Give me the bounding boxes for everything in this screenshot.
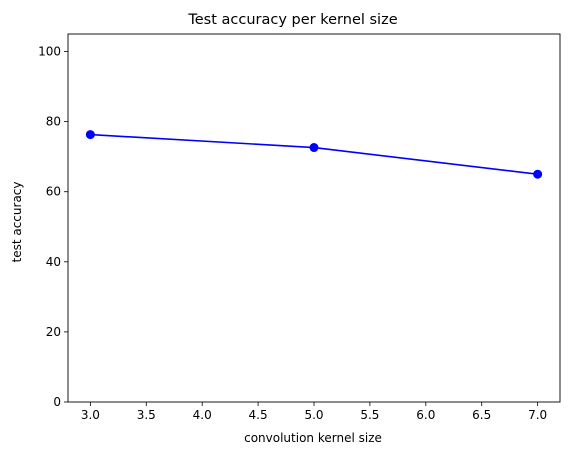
- data-point: [85, 130, 95, 140]
- x-tick-label: 4.0: [193, 408, 212, 422]
- y-tick-label: 80: [46, 115, 61, 129]
- y-tick-label: 0: [53, 395, 61, 409]
- x-tick-label: 7.0: [528, 408, 547, 422]
- x-tick-label: 3.0: [81, 408, 100, 422]
- x-tick-label: 6.0: [416, 408, 435, 422]
- y-tick-label: 100: [38, 45, 61, 59]
- x-tick-label: 6.5: [472, 408, 491, 422]
- data-point: [309, 143, 319, 153]
- x-tick-label: 4.5: [249, 408, 268, 422]
- data-point: [533, 169, 543, 179]
- x-tick-label: 5.5: [360, 408, 379, 422]
- chart-title: Test accuracy per kernel size: [187, 12, 397, 28]
- y-tick-label: 20: [46, 325, 61, 339]
- plot-frame: [67, 33, 561, 403]
- x-axis-title: convolution kernel size: [244, 431, 382, 445]
- axes: 3.0 3.5 4.0 4.5 5.0 5.5 6.0 6.5 7.0 0 20 40 60 80 100: [38, 33, 561, 422]
- x-tick-label: 3.5: [137, 408, 156, 422]
- y-axis-title: test accuracy: [10, 182, 24, 263]
- x-tick-label: 5.0: [304, 408, 323, 422]
- plot-area: [85, 130, 543, 179]
- y-tick-label: 60: [46, 185, 61, 199]
- y-tick-label: 40: [46, 255, 61, 269]
